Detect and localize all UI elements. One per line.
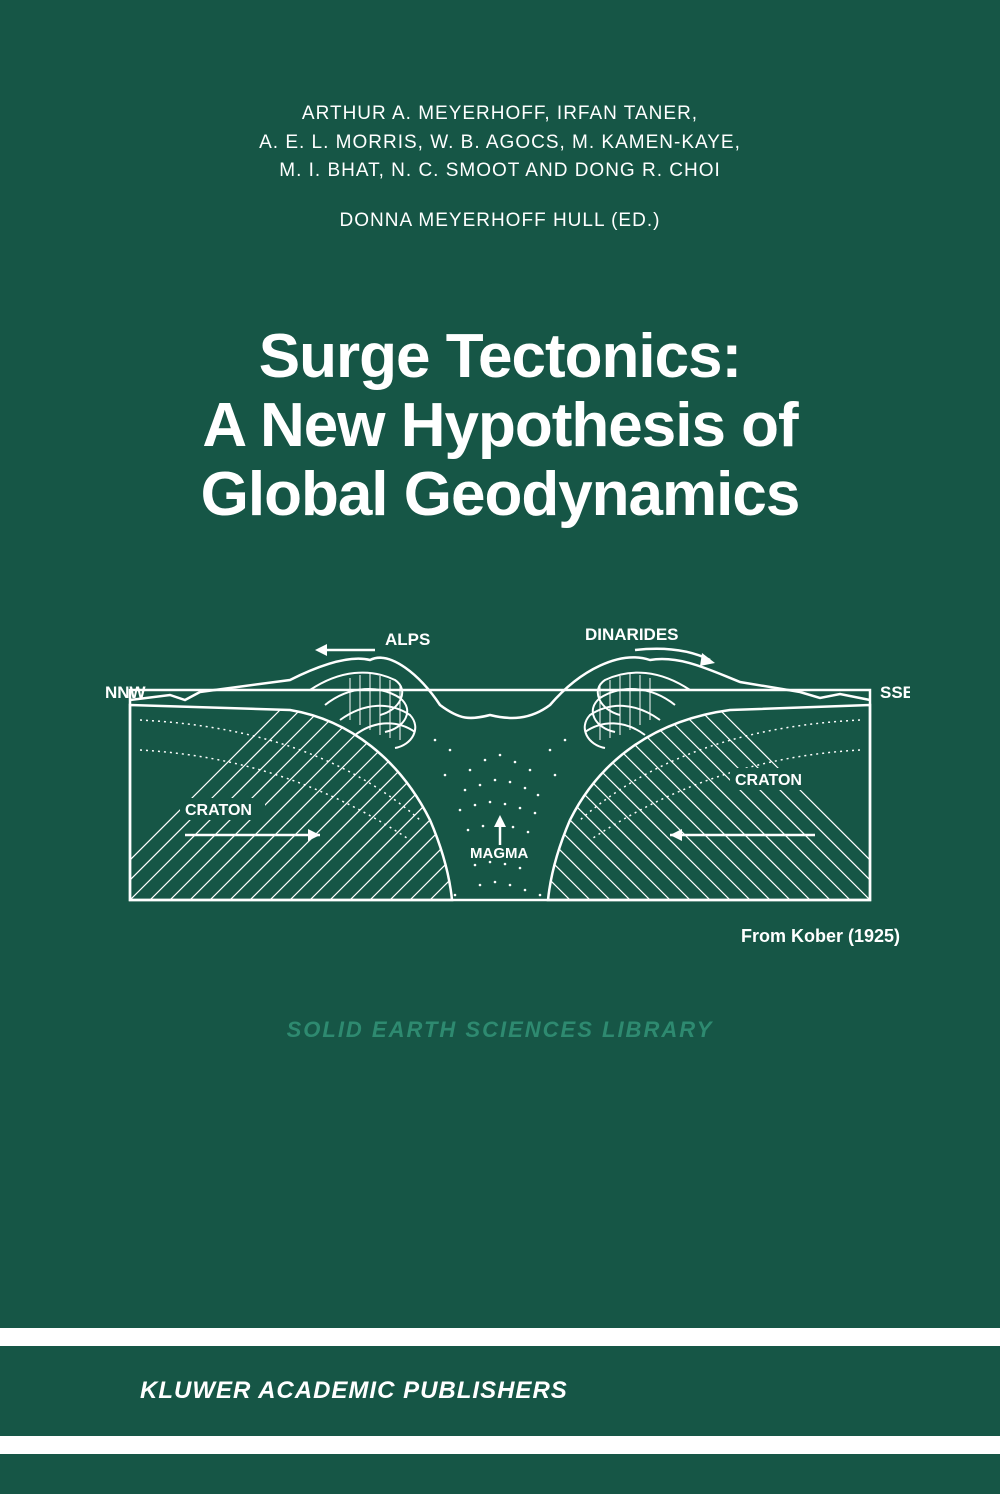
book-title: Surge Tectonics: A New Hypothesis of Glo… bbox=[60, 322, 940, 530]
label-nnw: NNW bbox=[105, 683, 147, 702]
divider-band-bottom bbox=[0, 1436, 1000, 1454]
publisher-band: KLUWER ACADEMIC PUBLISHERS bbox=[0, 1346, 1000, 1436]
authors-line-1: ARTHUR A. MEYERHOFF, IRFAN TANER, bbox=[60, 100, 940, 129]
divider-band-top bbox=[0, 1328, 1000, 1346]
cover-main: ARTHUR A. MEYERHOFF, IRFAN TANER, A. E. … bbox=[0, 0, 1000, 1328]
geologic-diagram: NNW SSE ALPS DINARIDES CRATON CRATON MAG… bbox=[90, 620, 910, 947]
bottom-band bbox=[0, 1454, 1000, 1494]
authors-block: ARTHUR A. MEYERHOFF, IRFAN TANER, A. E. … bbox=[60, 100, 940, 186]
series-name: SOLID EARTH SCIENCES LIBRARY bbox=[60, 1017, 940, 1043]
label-craton-right: CRATON bbox=[735, 772, 802, 789]
title-line-1: Surge Tectonics: bbox=[60, 322, 940, 391]
authors-line-2: A. E. L. MORRIS, W. B. AGOCS, M. KAMEN-K… bbox=[60, 129, 940, 158]
diagram-credit: From Kober (1925) bbox=[90, 926, 910, 947]
label-sse: SSE bbox=[880, 683, 910, 702]
editor-line: DONNA MEYERHOFF HULL (ED.) bbox=[60, 210, 940, 232]
title-line-2: A New Hypothesis of bbox=[60, 391, 940, 460]
authors-line-3: M. I. BHAT, N. C. SMOOT AND DONG R. CHOI bbox=[60, 157, 940, 186]
publisher-name: KLUWER ACADEMIC PUBLISHERS bbox=[140, 1377, 568, 1405]
cross-section-svg: NNW SSE ALPS DINARIDES CRATON CRATON MAG… bbox=[90, 620, 910, 920]
label-craton-left: CRATON bbox=[185, 802, 252, 819]
title-line-3: Global Geodynamics bbox=[60, 460, 940, 529]
label-magma: MAGMA bbox=[470, 845, 528, 862]
book-cover: ARTHUR A. MEYERHOFF, IRFAN TANER, A. E. … bbox=[0, 0, 1000, 1494]
label-dinarides: DINARIDES bbox=[585, 625, 679, 644]
label-alps: ALPS bbox=[385, 630, 430, 649]
